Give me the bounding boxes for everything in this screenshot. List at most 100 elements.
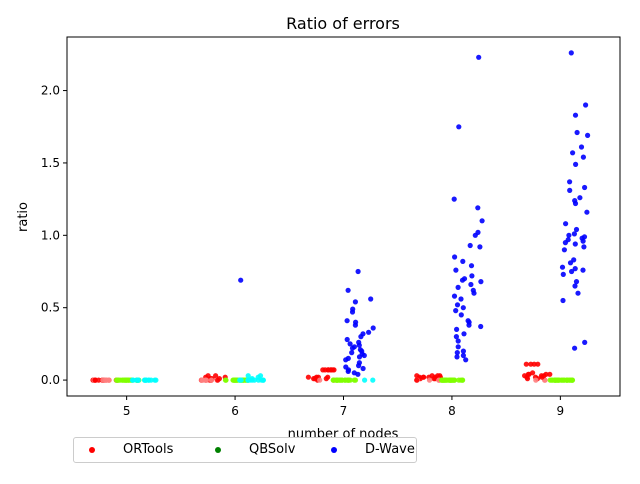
legend-marker-ortools [89,447,95,453]
data-point-ortools [317,378,322,383]
data-point-qbsolv [561,378,566,383]
data-point-ortools [547,372,552,377]
data-point-dwave [368,296,373,301]
data-point-dwave [452,254,457,259]
legend-label-dwave: D-Wave [365,442,415,457]
legend-item-dwave: D-Wave [316,442,415,457]
data-point-dwave [452,294,457,299]
data-point-dwave [366,330,371,335]
data-point-dwave [478,279,483,284]
data-point-dwave [582,185,587,190]
data-point-qbsolv [223,378,228,383]
data-point-dwave [575,130,580,135]
data-point-ortools [414,378,419,383]
plot-frame [67,37,620,396]
data-point-ortools [200,378,205,383]
data-point-ortools [524,362,529,367]
data-point-dwave [358,334,363,339]
data-point-dwave [575,291,580,296]
data-point-dwave [259,378,264,383]
data-point-dwave [582,340,587,345]
x-tick-label: 8 [448,404,456,418]
data-point-ortools [539,375,544,380]
data-point-dwave [453,308,458,313]
data-point-dwave [345,337,350,342]
data-point-dwave [579,144,584,149]
data-point-dwave [346,369,351,374]
data-point-dwave [570,150,575,155]
data-point-dwave [563,221,568,226]
data-point-ortools [525,376,530,381]
x-tick-label: 6 [231,404,239,418]
data-point-dwave [350,346,355,351]
y-axis: 0.00.51.01.52.0 [41,84,67,388]
data-point-dwave [453,268,458,273]
data-point-dwave [452,197,457,202]
legend-marker-dwave [331,447,337,453]
data-point-dwave [361,366,366,371]
data-point-qbsolv [460,378,465,383]
data-point-ortools [209,378,214,383]
data-point-dwave [563,240,568,245]
data-point-dwave [469,273,474,278]
data-point-dwave [572,283,577,288]
legend: ORTools QBSolv D-Wave [73,437,417,463]
data-point-dwave [468,282,473,287]
data-point-dwave [353,299,358,304]
data-point-dwave [572,346,577,351]
data-point-dwave [458,296,463,301]
x-tick-label: 7 [340,404,348,418]
y-tick-label: 2.0 [41,84,60,98]
data-point-dwave [567,188,572,193]
x-axis: 56789 [123,396,564,418]
data-point-ortools [92,378,97,383]
data-point-ortools [103,378,108,383]
data-point-dwave [477,244,482,249]
data-point-dwave [476,55,481,60]
data-point-dwave [466,323,471,328]
legend-marker-qbsolv [215,447,221,453]
legend-label-qbsolv: QBSolv [249,442,295,457]
data-point-dwave [456,338,461,343]
data-point-ortools [528,362,533,367]
data-point-dwave [583,102,588,107]
data-point-dwave [573,241,578,246]
data-point-dwave [560,265,565,270]
data-point-ortools [306,375,311,380]
data-point-dwave [473,233,478,238]
data-point-dwave [349,350,354,355]
data-point-dwave [343,357,348,362]
data-point-dwave [454,354,459,359]
data-point-dwave [346,288,351,293]
data-point-dwave [581,244,586,249]
data-point-dwave [130,378,135,383]
data-point-dwave [461,331,466,336]
data-point-dwave [468,243,473,248]
data-point-dwave [573,113,578,118]
data-point-dwave [356,363,361,368]
data-point-dwave [463,357,468,362]
data-point-dwave [456,124,461,129]
x-tick-label: 9 [557,404,565,418]
data-point-dwave [572,231,577,236]
data-point-dwave [568,260,573,265]
data-point-dwave [153,378,158,383]
data-point-dwave [580,268,585,273]
chart-title: Ratio of errors [286,14,400,33]
data-point-dwave [345,318,350,323]
data-point-dwave [573,201,578,206]
data-point-dwave [471,291,476,296]
data-point-dwave [561,272,566,277]
data-point-dwave [567,179,572,184]
data-point-dwave [350,309,355,314]
legend-label-ortools: ORTools [123,442,173,457]
data-point-dwave [461,305,466,310]
data-point-dwave [239,378,244,383]
data-point-dwave [584,210,589,215]
data-point-dwave [456,344,461,349]
data-point-dwave [475,205,480,210]
data-point-dwave [370,378,375,383]
data-point-ortools [325,375,330,380]
